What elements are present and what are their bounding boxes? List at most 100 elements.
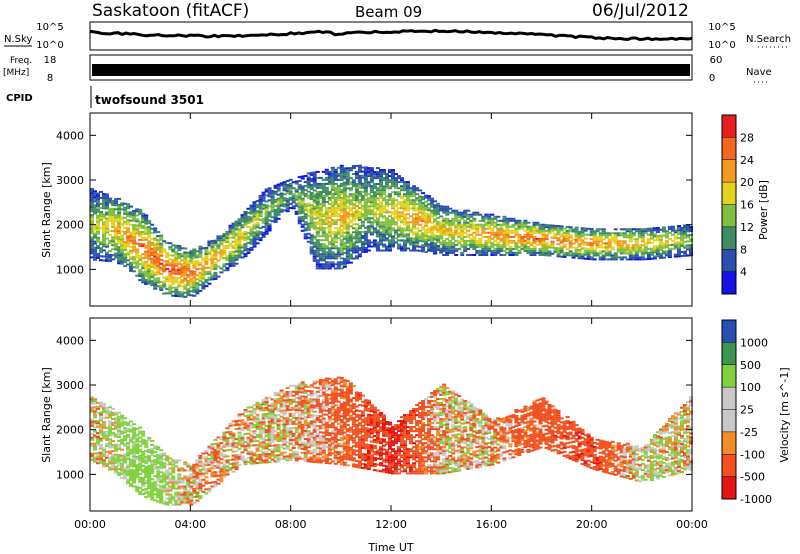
heatmap-cell [138,273,143,276]
heatmap-cell [114,455,119,458]
heatmap-cell [135,474,140,477]
heatmap-cell [318,191,323,193]
heatmap-cell [418,195,423,198]
heatmap-cell [234,428,239,430]
heatmap-cell [135,458,140,461]
heatmap-cell [333,255,338,258]
heatmap-cell [159,280,164,283]
heatmap-cell [430,215,435,218]
heatmap-cell [102,221,106,224]
heatmap-cell [430,209,435,212]
heatmap-cell [237,220,242,223]
heatmap-cell [442,239,447,242]
heatmap-cell [123,247,128,249]
heatmap-cell [183,261,188,264]
heatmap-cell [460,225,465,228]
heatmap-cell [234,250,239,253]
heatmap-cell [204,462,209,465]
heatmap-cell [180,469,185,472]
heatmap-cell [210,443,215,446]
heatmap-cell [357,184,362,187]
heatmap-cell [683,244,687,247]
heatmap-cell [141,468,146,471]
heatmap-cell [472,225,477,228]
heatmap-cell [90,452,94,455]
heatmap-cell [252,424,257,427]
heatmap-cell [478,243,483,246]
heatmap-cell [114,449,119,452]
heatmap-cell [508,229,513,232]
heatmap-cell [168,487,173,490]
heatmap-cell [105,444,109,447]
heatmap-cell [243,433,248,435]
heatmap-cell [400,185,404,188]
heatmap-cell [652,233,657,236]
heatmap-cell [318,257,323,260]
heatmap-cell [496,243,501,246]
heatmap-cell [315,170,320,173]
heatmap-cell [382,233,386,236]
heatmap-cell [415,227,420,230]
heatmap-cell [99,457,103,460]
heatmap-cell [228,252,233,255]
heatmap-cell [93,234,97,237]
heatmap-cell [237,437,242,440]
heatmap-cell [90,418,94,421]
heatmap-cell [132,477,137,480]
heatmap-cell [601,242,606,245]
heatmap-cell [276,217,281,220]
heatmap-cell [102,421,106,424]
heatmap-cell [123,230,128,233]
heatmap-cell [156,494,161,497]
heatmap-cell [189,481,194,484]
heatmap-cell [117,226,122,229]
heatmap-cell [294,194,299,197]
heatmap-cell [186,499,191,502]
heatmap-cell [448,233,453,236]
heatmap-cell [345,239,350,242]
heatmap-cell [357,192,362,195]
heatmap-cell [270,206,275,209]
heatmap-cell [117,456,122,458]
heatmap-cell [451,233,456,236]
heatmap-cell [126,468,131,471]
heatmap-cell [207,272,212,275]
heatmap-cell [375,217,380,220]
heatmap-cell [673,229,678,232]
heatmap-cell [153,489,158,492]
heatmap-cell [198,473,203,476]
heatmap-cell [270,422,275,425]
heatmap-cell [249,212,254,215]
heatmap-cell [382,221,386,224]
heatmap-cell [171,294,176,297]
heatmap-cell [375,183,380,186]
heatmap-cell [213,261,218,264]
heatmap-cell [412,227,417,230]
heatmap-cell [111,244,116,247]
heatmap-cell [141,432,146,435]
heatmap-cell [138,226,143,229]
heatmap-cell [177,283,182,286]
heatmap-cell [210,248,215,251]
heatmap-cell [385,245,389,248]
heatmap-cell [586,227,591,230]
heatmap-cell [330,247,335,250]
heatmap-cell [195,288,200,291]
heatmap-cell [418,245,423,248]
heatmap-cell [93,240,97,243]
heatmap-cell [264,399,269,401]
heatmap-cell [117,216,122,218]
heatmap-cell [382,215,386,218]
heatmap-cell [216,239,221,242]
heatmap-cell [394,231,398,234]
heatmap-cell [132,463,137,466]
heatmap-cell [348,207,353,210]
heatmap-cell [90,218,94,221]
heatmap-cell [348,255,353,258]
heatmap-cell [397,177,401,180]
heatmap-cell [342,189,347,192]
heatmap-cell [604,246,609,249]
heatmap-cell [300,219,305,222]
heatmap-cell [339,193,344,195]
heatmap-cell [105,229,109,232]
